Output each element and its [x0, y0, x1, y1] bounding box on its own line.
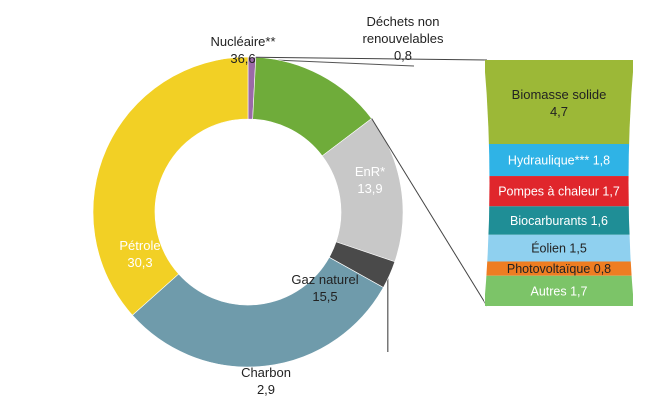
segment-value-biomasse-solide: 4,7: [550, 104, 568, 119]
segment-label-photovoltaique: Photovoltaïque 0,8: [507, 262, 611, 276]
segment-label-biocarburants: Biocarburants 1,6: [510, 214, 608, 228]
value-dechets-non-renouvelables: 0,8: [394, 48, 412, 63]
value-enr: 13,9: [357, 181, 382, 196]
bar-left-curve: [484, 59, 490, 307]
segment-label-eolien: Éolien 1,5: [531, 241, 587, 256]
enr-breakdown-bar: Biomasse solide 4,7 Hydraulique*** 1,8 Pomp…: [484, 59, 634, 307]
segment-label-autres: Autres 1,7: [531, 284, 588, 298]
label-dechets-non-renouvelables: renouvelables: [363, 31, 444, 46]
value-petrole: 30,3: [127, 255, 152, 270]
segment-label-pompes-a-chaleur: Pompes à chaleur 1,7: [498, 185, 620, 199]
slice-petrole: [131, 256, 384, 368]
connector-bottom: [371, 118, 488, 307]
label-nucleaire: Nucléaire**: [210, 34, 275, 49]
segment-eolien: [485, 234, 633, 262]
value-charbon: 2,9: [257, 382, 275, 397]
donut-chart: [92, 56, 404, 368]
label-dechets-non-renouvelables: Déchets non: [367, 14, 440, 29]
label-gaz-naturel: Gaz naturel: [291, 272, 358, 287]
segment-autres: [485, 275, 633, 306]
segment-biocarburants: [485, 206, 633, 235]
connector-top: [255, 56, 488, 61]
segment-pompes-a-chaleur: [485, 176, 633, 207]
donut-labels: Déchets non renouvelables 0,8 EnR* 13,9 Gaz n…: [119, 14, 444, 397]
bar-right-curve: [628, 59, 634, 307]
slice-nucleaire: [92, 56, 249, 316]
segment-label-biomasse-solide: Biomasse solide: [512, 87, 607, 102]
label-enr: EnR*: [355, 164, 385, 179]
segment-biomasse-solide: [485, 60, 633, 144]
label-petrole: Pétrole: [119, 238, 160, 253]
breakdown-connectors: [255, 56, 488, 307]
segment-label-hydraulique: Hydraulique*** 1,8: [508, 154, 610, 168]
label-charbon: Charbon: [241, 365, 291, 380]
segment-hydraulique: [485, 144, 633, 177]
value-gaz-naturel: 15,5: [312, 289, 337, 304]
value-nucleaire: 36,6: [230, 51, 255, 66]
segment-photovoltaique: [485, 261, 633, 276]
